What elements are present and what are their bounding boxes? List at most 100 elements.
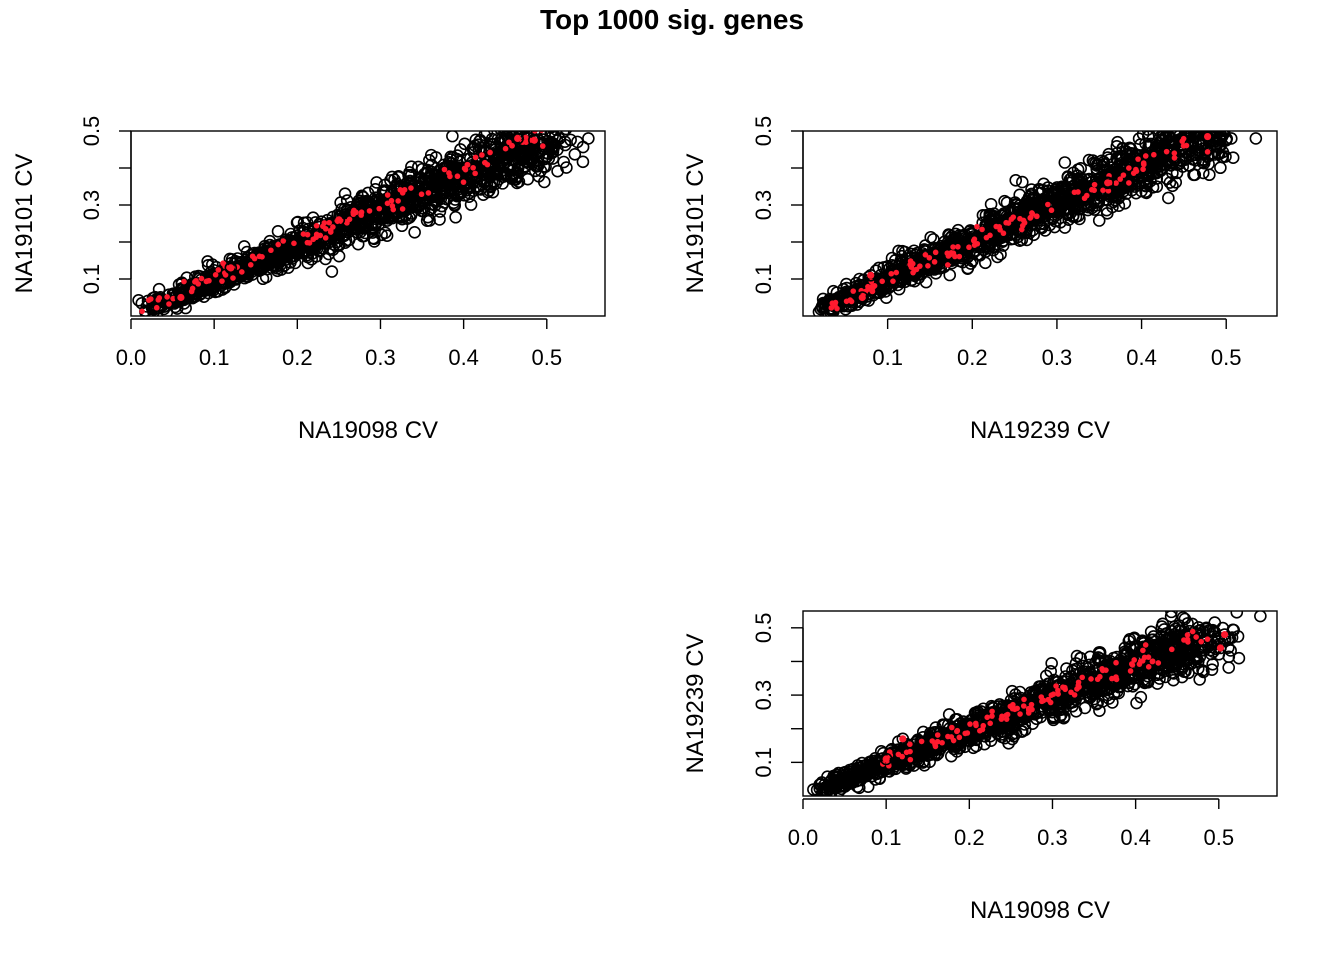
data-point	[497, 158, 510, 172]
highlight-point	[313, 222, 320, 229]
data-point	[1214, 161, 1227, 175]
highlight-point	[1075, 189, 1081, 195]
data-point	[1189, 115, 1200, 126]
highlight-point	[1155, 660, 1162, 666]
data-point	[497, 170, 510, 183]
highlight-point	[1204, 149, 1211, 155]
highlight-point	[911, 267, 918, 273]
data-point	[481, 185, 495, 199]
highlight-point	[979, 226, 985, 233]
data-point	[859, 761, 872, 775]
data-point	[1222, 661, 1236, 674]
highlight-point	[487, 149, 493, 156]
outlier-point	[1215, 150, 1229, 164]
highlight-point	[964, 730, 971, 736]
highlight-point	[1048, 207, 1055, 214]
data-point	[1175, 670, 1189, 684]
highlight-point	[879, 278, 885, 285]
highlight-point	[188, 288, 195, 295]
data-point	[400, 196, 414, 210]
highlight-point	[350, 209, 357, 216]
highlight-point	[1131, 657, 1138, 663]
data-point	[497, 119, 508, 130]
data-point	[478, 131, 491, 142]
highlight-point	[425, 190, 432, 196]
highlight-point	[1151, 151, 1157, 158]
data-point	[1165, 666, 1179, 679]
highlight-point	[1140, 647, 1146, 654]
highlight-point	[153, 304, 160, 311]
highlight-point	[1062, 684, 1068, 691]
data-point	[1167, 673, 1180, 687]
highlight-point	[522, 134, 529, 141]
highlight-point	[1113, 180, 1119, 186]
data-point	[403, 166, 416, 179]
data-point	[1110, 151, 1124, 165]
outlier-point	[174, 291, 188, 304]
highlight-point	[514, 134, 522, 142]
data-point	[1168, 111, 1179, 122]
highlight-point	[212, 272, 219, 278]
x-tick-label: 0.1	[871, 825, 902, 850]
highlight-point	[1081, 195, 1088, 202]
highlight-point	[1113, 674, 1119, 680]
data-point	[1074, 162, 1088, 175]
data-point	[1122, 676, 1135, 690]
highlight-point	[479, 152, 485, 158]
points-layer	[812, 111, 1263, 316]
data-point	[1116, 150, 1129, 164]
y-tick-label: 0.1	[751, 264, 776, 295]
highlight-point	[955, 243, 961, 250]
data-point	[238, 271, 251, 285]
x-tick-label: 0.1	[199, 345, 230, 370]
data-point	[370, 176, 383, 189]
y-tick-label: 0.5	[751, 613, 776, 644]
data-point	[1177, 665, 1191, 678]
highlight-point	[871, 283, 878, 289]
x-tick-label: 0.4	[448, 345, 479, 370]
data-point	[433, 205, 447, 218]
highlight-point	[204, 278, 211, 284]
highlight-point	[539, 143, 546, 149]
data-point	[957, 246, 971, 259]
y-tick-label: 0.1	[751, 747, 776, 778]
data-point	[1226, 151, 1240, 164]
data-point	[1015, 725, 1028, 738]
highlight-point	[1007, 703, 1014, 710]
outlier-point	[511, 132, 524, 145]
highlight-point	[259, 253, 265, 260]
data-point	[1211, 131, 1223, 135]
highlight-point	[895, 751, 902, 758]
data-point	[1162, 632, 1175, 645]
highlight-point	[327, 227, 334, 234]
highlight-point	[956, 734, 963, 741]
data-point	[271, 225, 285, 238]
data-point	[1154, 162, 1167, 176]
highlight-point	[850, 288, 857, 294]
highlight-point	[1185, 639, 1191, 645]
data-point	[440, 175, 453, 189]
x-tick-label: 0.3	[1037, 825, 1068, 850]
data-point	[1172, 619, 1186, 632]
data-point	[330, 235, 344, 249]
data-point	[987, 240, 1001, 254]
highlight-point	[460, 179, 467, 185]
highlight-point	[984, 714, 991, 721]
data-point	[237, 240, 251, 253]
highlight-point	[899, 735, 907, 743]
highlight-point	[321, 220, 328, 226]
highlight-point	[1117, 176, 1124, 182]
data-point	[1199, 131, 1211, 135]
data-point	[1035, 706, 1049, 719]
data-point	[202, 286, 215, 300]
data-point	[375, 228, 388, 242]
highlight-point	[956, 253, 963, 260]
data-point	[816, 292, 830, 306]
data-point	[1205, 647, 1218, 661]
highlight-point	[1053, 683, 1059, 689]
highlight-point	[322, 235, 329, 241]
highlight-point	[1103, 667, 1109, 673]
highlight-point	[1189, 628, 1196, 635]
data-point	[519, 118, 530, 129]
